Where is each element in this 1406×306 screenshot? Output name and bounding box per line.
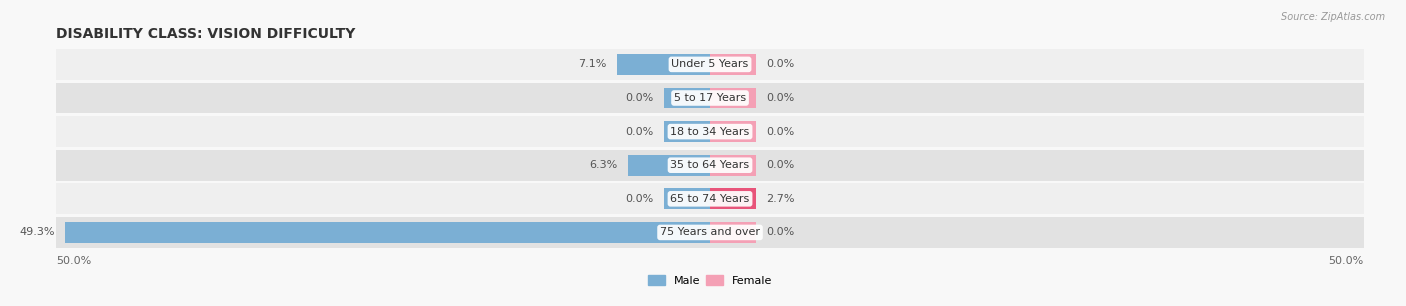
Bar [710,88,756,108]
Bar [664,188,710,209]
Bar [627,155,710,176]
Bar [710,155,756,176]
Bar [617,54,710,75]
Text: 0.0%: 0.0% [626,194,654,204]
Bar [56,183,1364,214]
Text: 5 to 17 Years: 5 to 17 Years [673,93,747,103]
Text: 7.1%: 7.1% [578,59,607,69]
Bar [66,222,710,243]
Bar [664,88,710,108]
Legend: Male, Female: Male, Female [644,271,776,290]
Text: 49.3%: 49.3% [20,227,55,237]
Text: Under 5 Years: Under 5 Years [672,59,748,69]
Bar [56,116,1364,147]
Bar [710,222,756,243]
Text: 0.0%: 0.0% [766,59,794,69]
Bar [56,49,1364,80]
Bar [56,217,1364,248]
Text: 50.0%: 50.0% [56,256,91,266]
Text: 0.0%: 0.0% [766,160,794,170]
Text: 0.0%: 0.0% [626,127,654,136]
Bar [710,121,756,142]
Bar [710,188,756,209]
Text: 18 to 34 Years: 18 to 34 Years [671,127,749,136]
Bar [56,150,1364,181]
Text: 65 to 74 Years: 65 to 74 Years [671,194,749,204]
Text: Source: ZipAtlas.com: Source: ZipAtlas.com [1281,12,1385,22]
Bar [664,121,710,142]
Text: 2.7%: 2.7% [766,194,794,204]
Text: DISABILITY CLASS: VISION DIFFICULTY: DISABILITY CLASS: VISION DIFFICULTY [56,27,356,41]
Text: 0.0%: 0.0% [626,93,654,103]
Text: 0.0%: 0.0% [766,227,794,237]
Text: 0.0%: 0.0% [766,93,794,103]
Text: 35 to 64 Years: 35 to 64 Years [671,160,749,170]
Text: 0.0%: 0.0% [766,127,794,136]
Bar [710,54,756,75]
Text: 6.3%: 6.3% [589,160,617,170]
Text: 50.0%: 50.0% [1329,256,1364,266]
Text: 75 Years and over: 75 Years and over [659,227,761,237]
Bar [56,83,1364,114]
